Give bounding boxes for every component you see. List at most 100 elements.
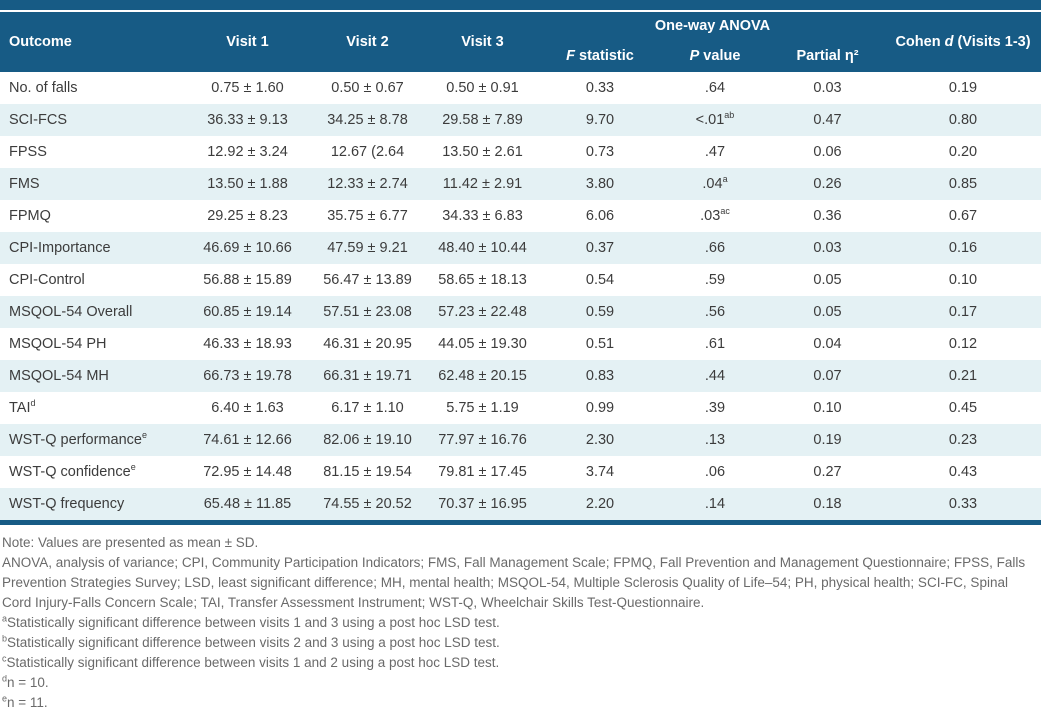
footnote-line: Note: Values are presented as mean ± SD.	[2, 533, 1037, 553]
p-value-superscript: ab	[724, 110, 735, 121]
cell-visit-2: 6.17 ± 1.10	[310, 392, 425, 424]
results-table: Outcome Visit 1 Visit 2 Visit 3 One-way …	[0, 12, 1041, 520]
cell-f-statistic: 9.70	[540, 104, 660, 136]
cell-outcome: MSQOL-54 MH	[0, 360, 185, 392]
cell-partial-eta-squared: 0.03	[770, 232, 886, 264]
cell-cohen-d: 0.23	[885, 424, 1041, 456]
table-row: MSQOL-54 PH 46.33 ± 18.93 46.31 ± 20.95 …	[0, 328, 1041, 360]
cell-outcome: CPI-Control	[0, 264, 185, 296]
column-group-header-anova: One-way ANOVA	[540, 12, 886, 40]
cell-f-statistic: 0.59	[540, 296, 660, 328]
table-row: TAId 6.40 ± 1.63 6.17 ± 1.10 5.75 ± 1.19…	[0, 392, 1041, 424]
cell-f-statistic: 2.30	[540, 424, 660, 456]
cell-outcome: MSQOL-54 PH	[0, 328, 185, 360]
cell-visit-3: 13.50 ± 2.61	[425, 136, 540, 168]
cell-visit-2: 47.59 ± 9.21	[310, 232, 425, 264]
cell-cohen-d: 0.10	[885, 264, 1041, 296]
cell-outcome: MSQOL-54 Overall	[0, 296, 185, 328]
cell-p-value: .03ac	[660, 200, 770, 232]
cell-outcome: TAId	[0, 392, 185, 424]
cell-visit-2: 57.51 ± 23.08	[310, 296, 425, 328]
cell-visit-3: 0.50 ± 0.91	[425, 72, 540, 104]
cell-cohen-d: 0.80	[885, 104, 1041, 136]
outcome-superscript: e	[130, 462, 136, 473]
footnote-superscript: d	[2, 673, 8, 684]
cell-p-value: .66	[660, 232, 770, 264]
p-value-superscript: a	[722, 174, 728, 185]
cell-f-statistic: 0.33	[540, 72, 660, 104]
cell-visit-1: 65.48 ± 11.85	[185, 488, 310, 520]
cell-partial-eta-squared: 0.03	[770, 72, 886, 104]
footnote-text: Note: Values are presented as mean ± SD.	[2, 535, 259, 550]
cell-visit-1: 0.75 ± 1.60	[185, 72, 310, 104]
cell-visit-3: 58.65 ± 18.13	[425, 264, 540, 296]
cell-partial-eta-squared: 0.26	[770, 168, 886, 200]
table-bottom-rule	[0, 520, 1041, 525]
table-row: WST-Q frequency 65.48 ± 11.85 74.55 ± 20…	[0, 488, 1041, 520]
cell-f-statistic: 0.54	[540, 264, 660, 296]
cell-partial-eta-squared: 0.18	[770, 488, 886, 520]
table-row: FPSS 12.92 ± 3.24 12.67 (2.64 13.50 ± 2.…	[0, 136, 1041, 168]
column-header-partial-eta-squared: Partial η²	[770, 40, 886, 72]
cell-p-value: .59	[660, 264, 770, 296]
cell-visit-2: 74.55 ± 20.52	[310, 488, 425, 520]
cell-visit-1: 60.85 ± 19.14	[185, 296, 310, 328]
footnote-text: ANOVA, analysis of variance; CPI, Commun…	[2, 555, 1026, 610]
f-label-rest: statistic	[575, 48, 634, 64]
cell-cohen-d: 0.45	[885, 392, 1041, 424]
cell-f-statistic: 3.74	[540, 456, 660, 488]
footnote-line: en = 11.	[2, 693, 1037, 713]
cell-f-statistic: 0.73	[540, 136, 660, 168]
cell-visit-3: 70.37 ± 16.95	[425, 488, 540, 520]
cell-f-statistic: 3.80	[540, 168, 660, 200]
cell-p-value: .13	[660, 424, 770, 456]
cell-f-statistic: 2.20	[540, 488, 660, 520]
cell-cohen-d: 0.16	[885, 232, 1041, 264]
cell-visit-1: 46.33 ± 18.93	[185, 328, 310, 360]
table-row: MSQOL-54 MH 66.73 ± 19.78 66.31 ± 19.71 …	[0, 360, 1041, 392]
table-body: No. of falls 0.75 ± 1.60 0.50 ± 0.67 0.5…	[0, 72, 1041, 520]
cell-partial-eta-squared: 0.06	[770, 136, 886, 168]
cell-outcome: FPMQ	[0, 200, 185, 232]
cell-partial-eta-squared: 0.27	[770, 456, 886, 488]
cell-visit-3: 48.40 ± 10.44	[425, 232, 540, 264]
cell-visit-2: 66.31 ± 19.71	[310, 360, 425, 392]
cell-partial-eta-squared: 0.10	[770, 392, 886, 424]
cell-partial-eta-squared: 0.47	[770, 104, 886, 136]
cell-p-value: .56	[660, 296, 770, 328]
cell-f-statistic: 0.37	[540, 232, 660, 264]
cell-visit-3: 62.48 ± 20.15	[425, 360, 540, 392]
cell-outcome: SCI-FCS	[0, 104, 185, 136]
table-row: No. of falls 0.75 ± 1.60 0.50 ± 0.67 0.5…	[0, 72, 1041, 104]
cell-f-statistic: 0.99	[540, 392, 660, 424]
cell-visit-1: 56.88 ± 15.89	[185, 264, 310, 296]
cell-visit-3: 34.33 ± 6.83	[425, 200, 540, 232]
cell-p-value: .64	[660, 72, 770, 104]
cell-visit-1: 36.33 ± 9.13	[185, 104, 310, 136]
cell-outcome: WST-Q confidencee	[0, 456, 185, 488]
cell-cohen-d: 0.67	[885, 200, 1041, 232]
cell-visit-3: 79.81 ± 17.45	[425, 456, 540, 488]
p-label-italic: P	[689, 48, 700, 64]
cell-visit-2: 0.50 ± 0.67	[310, 72, 425, 104]
cell-cohen-d: 0.33	[885, 488, 1041, 520]
cell-visit-3: 11.42 ± 2.91	[425, 168, 540, 200]
cell-visit-3: 77.97 ± 16.76	[425, 424, 540, 456]
cell-outcome: CPI-Importance	[0, 232, 185, 264]
cell-outcome: No. of falls	[0, 72, 185, 104]
cell-partial-eta-squared: 0.07	[770, 360, 886, 392]
outcome-superscript: e	[141, 430, 147, 441]
table-row: SCI-FCS 36.33 ± 9.13 34.25 ± 8.78 29.58 …	[0, 104, 1041, 136]
cell-visit-1: 72.95 ± 14.48	[185, 456, 310, 488]
table-top-rule	[0, 0, 1041, 10]
cohen-label-pre: Cohen	[895, 34, 945, 50]
cell-outcome: FMS	[0, 168, 185, 200]
cell-cohen-d: 0.43	[885, 456, 1041, 488]
cell-partial-eta-squared: 0.36	[770, 200, 886, 232]
cohen-label-italic-d: d	[944, 34, 954, 50]
cell-cohen-d: 0.17	[885, 296, 1041, 328]
cell-outcome: WST-Q frequency	[0, 488, 185, 520]
cell-cohen-d: 0.85	[885, 168, 1041, 200]
footnote-line: cStatistically significant difference be…	[2, 653, 1037, 673]
p-value-superscript: ac	[720, 206, 730, 217]
